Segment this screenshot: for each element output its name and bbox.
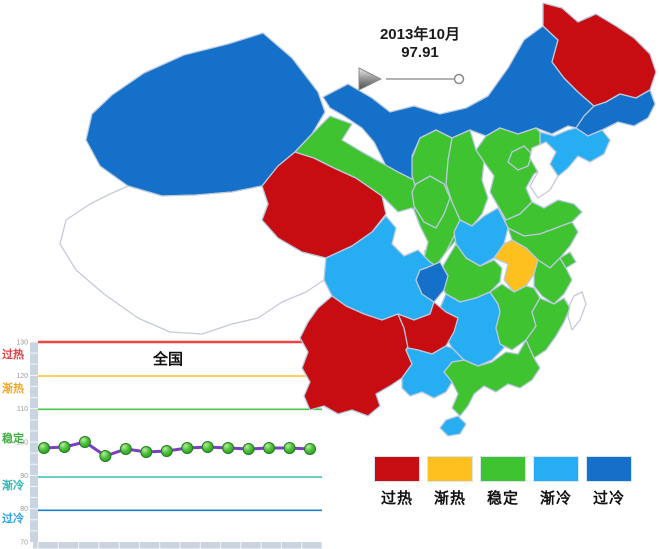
province-guangxi[interactable] xyxy=(401,345,465,399)
zone-label: 过冷 xyxy=(2,511,24,525)
legend-label: 渐冷 xyxy=(539,490,572,507)
legend-swatch xyxy=(427,456,473,482)
map-legend: 过热 渐热 稳定 渐冷 过冷 xyxy=(374,456,632,508)
legend-swatch xyxy=(586,456,632,482)
data-point-marker[interactable] xyxy=(78,436,91,448)
province-tianjin[interactable] xyxy=(529,141,559,199)
legend-label: 渐热 xyxy=(433,490,466,507)
data-point-marker[interactable] xyxy=(38,442,50,454)
province-yunnan[interactable] xyxy=(299,295,415,417)
legend-item[interactable]: 渐冷 xyxy=(533,456,579,508)
data-point-marker[interactable] xyxy=(304,442,316,455)
legend-item[interactable]: 过冷 xyxy=(586,456,632,508)
data-point-marker[interactable] xyxy=(58,441,71,453)
province-guangdong[interactable] xyxy=(443,339,541,417)
timeline-panel: 2013年10月 97.91 xyxy=(340,26,500,92)
y-tick-label: 130 xyxy=(16,340,28,347)
zone-label: 渐热 xyxy=(2,381,24,395)
zone-label: 稳定 xyxy=(2,431,24,445)
province-taiwan[interactable] xyxy=(567,291,587,331)
legend-label: 过热 xyxy=(380,490,413,507)
data-point-marker[interactable] xyxy=(140,446,153,458)
province-zhejiang[interactable] xyxy=(533,257,573,305)
legend-label: 过冷 xyxy=(592,490,625,507)
timeline-value: 97.91 xyxy=(401,44,439,61)
legend-swatch xyxy=(480,456,526,482)
data-point-marker[interactable] xyxy=(263,442,276,454)
y-tick-label: 110 xyxy=(17,406,28,413)
province-beijing[interactable] xyxy=(507,145,533,171)
province-hainan[interactable] xyxy=(439,415,467,437)
zone-label: 渐冷 xyxy=(2,478,24,492)
y-tick-label: 80 xyxy=(20,506,28,513)
data-point-marker[interactable] xyxy=(181,442,194,454)
y-tick-label: 70 xyxy=(20,540,28,547)
legend-item[interactable]: 稳定 xyxy=(480,456,526,508)
y-tick-label: 90 xyxy=(20,473,28,480)
province-ningxia[interactable] xyxy=(411,175,451,229)
data-point-marker[interactable] xyxy=(283,442,296,454)
legend-swatch xyxy=(533,456,579,482)
legend-label: 稳定 xyxy=(486,490,519,507)
data-point-marker[interactable] xyxy=(222,442,235,454)
province-gansu[interactable] xyxy=(294,115,469,265)
y-tick-label: 120 xyxy=(16,373,28,380)
data-point-marker[interactable] xyxy=(119,443,132,455)
legend-item[interactable]: 渐热 xyxy=(427,456,473,508)
y-tick-label: 100 xyxy=(16,440,28,447)
x-axis-bar xyxy=(33,542,322,549)
province-shanghai[interactable] xyxy=(559,251,577,269)
chart-title: 全国 xyxy=(152,350,183,368)
legend-swatch xyxy=(374,456,420,482)
play-button-icon[interactable] xyxy=(358,67,383,91)
data-point-marker[interactable] xyxy=(242,443,255,455)
data-point-marker[interactable] xyxy=(201,441,214,453)
timeline-controls xyxy=(340,66,500,92)
data-point-marker[interactable] xyxy=(160,445,173,457)
data-point-marker[interactable] xyxy=(99,450,112,462)
province-chongqing[interactable] xyxy=(415,261,449,303)
zone-label: 过热 xyxy=(2,347,24,361)
timeline-slider-handle[interactable] xyxy=(453,73,465,85)
timeline-date: 2013年10月 xyxy=(379,26,461,43)
legend-item[interactable]: 过热 xyxy=(374,456,420,508)
